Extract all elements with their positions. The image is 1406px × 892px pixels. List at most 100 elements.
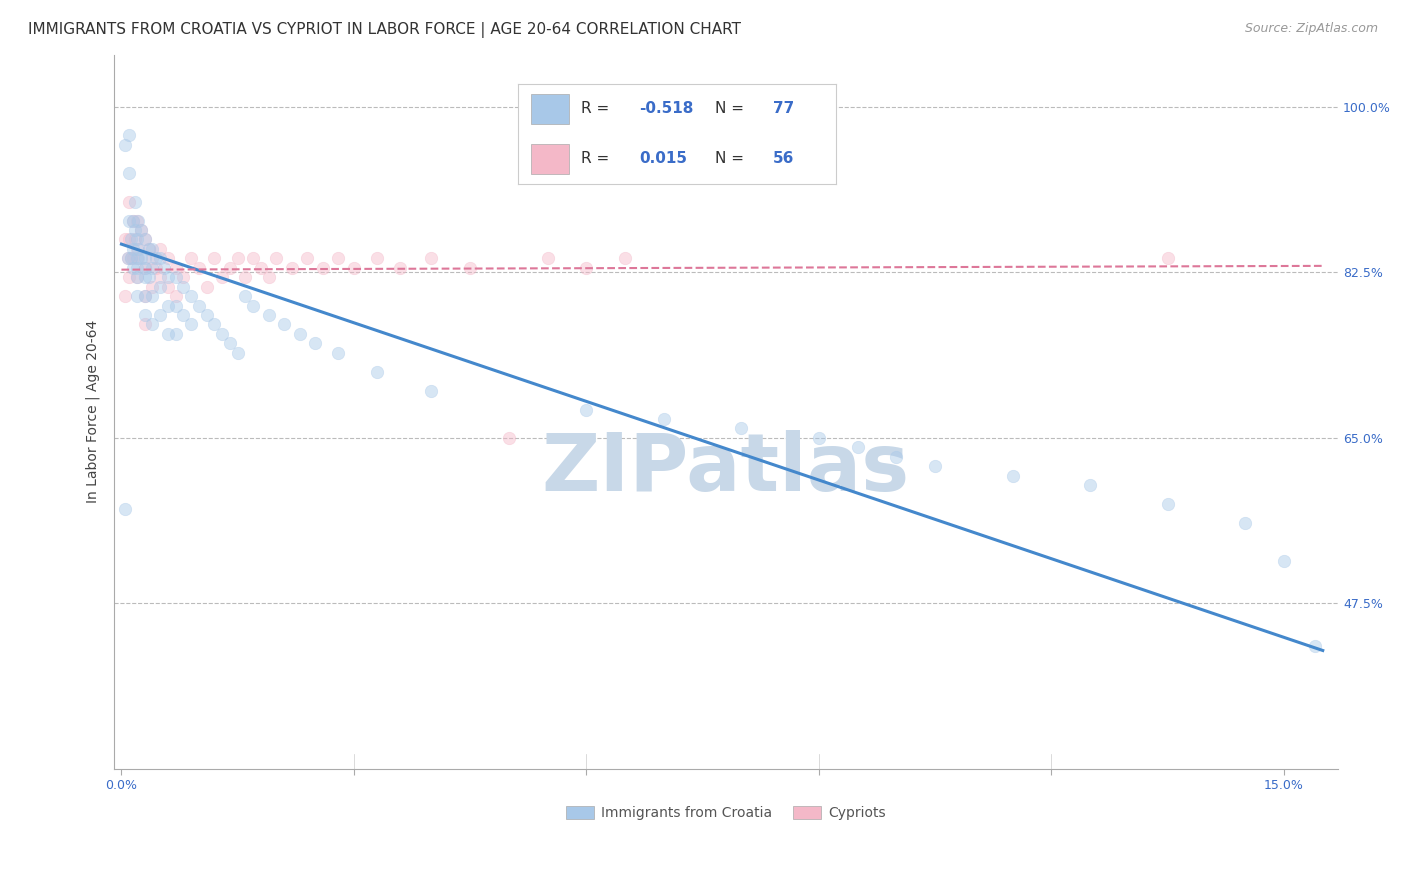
Point: [652, 412, 675, 426]
Point: [138, 270, 160, 285]
Point: [165, 326, 187, 341]
Point: [125, 242, 148, 256]
Point: [312, 260, 335, 275]
Point: [134, 252, 156, 266]
Point: [125, 270, 148, 285]
Point: [575, 402, 598, 417]
Point: [156, 326, 179, 341]
Point: [273, 318, 295, 332]
Point: [165, 289, 187, 303]
Text: IMMIGRANTS FROM CROATIA VS CYPRIOT IN LABOR FORCE | AGE 20-64 CORRELATION CHART: IMMIGRANTS FROM CROATIA VS CYPRIOT IN LA…: [28, 22, 741, 38]
Point: [1303, 639, 1326, 653]
Point: [204, 318, 226, 332]
Point: [118, 194, 141, 209]
Point: [125, 213, 148, 227]
Point: [118, 213, 141, 227]
Point: [125, 260, 148, 275]
Point: [165, 260, 187, 275]
Point: [180, 252, 202, 266]
Point: [138, 242, 160, 256]
Point: [127, 213, 149, 227]
Point: [420, 384, 443, 398]
Point: [458, 260, 481, 275]
Point: [134, 260, 156, 275]
Point: [537, 252, 560, 266]
Point: [614, 252, 637, 266]
Point: [281, 260, 304, 275]
Point: [172, 270, 194, 285]
Point: [125, 232, 148, 246]
Point: [127, 252, 149, 266]
Point: [1157, 497, 1180, 511]
Point: [134, 318, 156, 332]
Point: [145, 260, 167, 275]
Point: [204, 252, 226, 266]
Point: [149, 242, 172, 256]
Point: [1001, 468, 1024, 483]
Point: [114, 501, 136, 516]
Point: [114, 289, 136, 303]
Point: [730, 421, 752, 435]
Point: [138, 242, 160, 256]
Point: [149, 270, 172, 285]
Point: [125, 270, 148, 285]
Point: [1157, 252, 1180, 266]
Point: [129, 223, 152, 237]
Point: [156, 299, 179, 313]
Point: [134, 232, 156, 246]
Point: [141, 318, 163, 332]
Point: [120, 232, 142, 246]
Point: [575, 260, 598, 275]
Point: [156, 279, 179, 293]
Point: [328, 252, 350, 266]
Point: [257, 270, 280, 285]
Point: [122, 213, 145, 227]
Point: [134, 289, 156, 303]
Point: [122, 260, 145, 275]
Point: [180, 289, 202, 303]
Point: [343, 260, 366, 275]
Point: [117, 252, 139, 266]
Point: [156, 252, 179, 266]
Point: [118, 270, 141, 285]
Point: [141, 260, 163, 275]
Point: [1234, 516, 1257, 530]
Point: [124, 194, 146, 209]
Y-axis label: In Labor Force | Age 20-64: In Labor Force | Age 20-64: [86, 320, 100, 503]
Point: [122, 242, 145, 256]
Point: [134, 289, 156, 303]
Point: [124, 223, 146, 237]
Point: [114, 137, 136, 152]
Point: [141, 279, 163, 293]
Point: [366, 365, 388, 379]
Point: [924, 459, 946, 474]
Point: [235, 270, 257, 285]
Point: [165, 270, 187, 285]
Point: [149, 279, 172, 293]
Point: [266, 252, 288, 266]
Point: [117, 252, 139, 266]
Point: [366, 252, 388, 266]
Point: [297, 252, 319, 266]
Point: [134, 260, 156, 275]
Point: [180, 318, 202, 332]
Point: [1078, 478, 1101, 492]
Point: [118, 232, 141, 246]
Point: [257, 308, 280, 322]
Point: [420, 252, 443, 266]
Point: [145, 252, 167, 266]
Point: [226, 252, 249, 266]
Point: [846, 440, 869, 454]
Point: [156, 270, 179, 285]
Point: [219, 260, 242, 275]
Point: [125, 289, 148, 303]
Point: [242, 252, 264, 266]
Point: [134, 270, 156, 285]
Point: [149, 252, 172, 266]
Point: [134, 232, 156, 246]
Point: [187, 260, 209, 275]
Text: Source: ZipAtlas.com: Source: ZipAtlas.com: [1244, 22, 1378, 36]
Point: [141, 252, 163, 266]
Point: [141, 242, 163, 256]
Point: [211, 326, 233, 341]
